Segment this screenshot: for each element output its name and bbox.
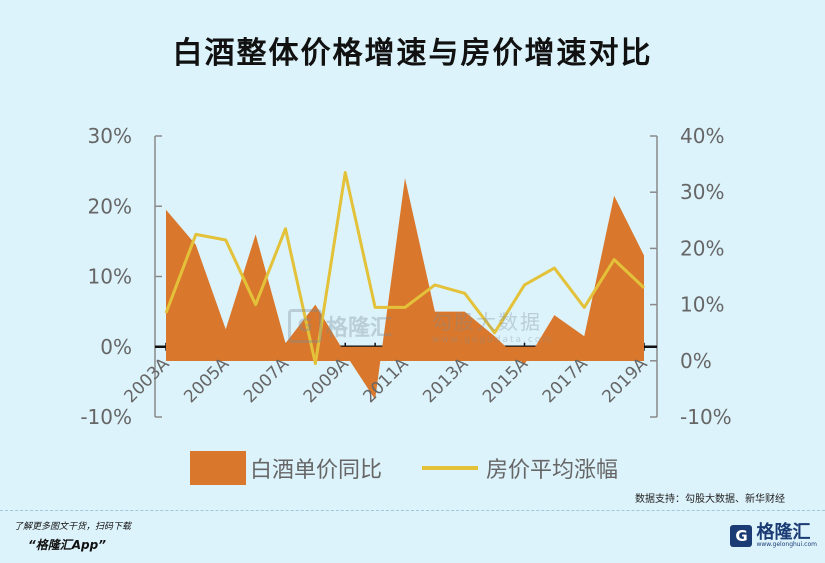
x-axis-ticks: 2003A 2005A 2007A 2009A 2011A 2013A 2015A 2017A… xyxy=(121,354,652,407)
legend-item-house: 房价平均涨幅 xyxy=(422,452,618,484)
watermark: G 格隆汇 勾股大数据 www.gogudata.com xyxy=(288,306,553,345)
left-tick-label: -10% xyxy=(80,405,132,429)
data-source: 数据支持：勾股大数据、新华财经 xyxy=(635,494,785,505)
right-tick-label: -10% xyxy=(680,405,732,429)
right-tick-label: 20% xyxy=(680,236,724,260)
watermark-cn: 勾股大数据 xyxy=(432,310,543,334)
footer-app-name: “格隆汇App” xyxy=(28,538,106,552)
x-tick-label: 2019A xyxy=(599,354,652,407)
right-tick-label: 30% xyxy=(680,180,724,204)
x-tick-label: 2015A xyxy=(479,354,532,407)
legend-line-swatch xyxy=(422,466,479,470)
right-tick-label: 10% xyxy=(680,293,724,317)
left-tick-label: 0% xyxy=(100,335,132,359)
left-axis-ticks: 30% 20% 10% 0% -10% xyxy=(80,124,132,429)
right-tick-label: 40% xyxy=(680,124,724,148)
chart-legend: 白酒单价同比 房价平均涨幅 xyxy=(190,448,658,488)
left-tick-label: 10% xyxy=(88,265,132,289)
right-tick-label: 0% xyxy=(680,349,712,373)
x-tick-label: 2003A xyxy=(121,354,174,407)
footer-promo-text: 了解更多图文干货，扫码下载 xyxy=(14,522,132,532)
x-tick-label: 2009A xyxy=(300,354,353,407)
watermark-logo-icon: G xyxy=(288,308,322,343)
left-tick-label: 30% xyxy=(88,124,132,148)
brand-name: 格隆汇 xyxy=(756,522,811,543)
legend-area-swatch xyxy=(190,451,246,485)
legend-label-liquor: 白酒单价同比 xyxy=(250,458,383,483)
x-tick-label: 2017A xyxy=(539,354,592,407)
liquor-price-area xyxy=(165,178,645,400)
x-tick-label: 2005A xyxy=(180,354,233,407)
watermark-name: 格隆汇 xyxy=(326,315,393,341)
legend-label-house: 房价平均涨幅 xyxy=(486,458,619,483)
left-tick-label: 20% xyxy=(88,194,132,218)
brand-url: www.gelonghui.com xyxy=(756,541,817,548)
legend-item-liquor: 白酒单价同比 xyxy=(190,451,382,485)
x-tick-label: 2007A xyxy=(240,354,293,407)
liquor-area-fill xyxy=(166,178,644,400)
right-axis-ticks: 40% 30% 20% 10% 0% -10% xyxy=(680,124,732,429)
page-title: 白酒整体价格增速与房价增速对比 xyxy=(172,36,653,71)
footer-divider xyxy=(0,510,825,511)
liquor-baseline-band xyxy=(166,346,644,361)
brand-logo: G 格隆汇 www.gelonghui.com xyxy=(730,524,817,548)
house-price-line xyxy=(164,171,646,366)
watermark-url: www.gogudata.com xyxy=(432,335,554,345)
brand-logo-icon: G xyxy=(730,525,753,547)
x-tick-label: 2013A xyxy=(419,354,472,407)
